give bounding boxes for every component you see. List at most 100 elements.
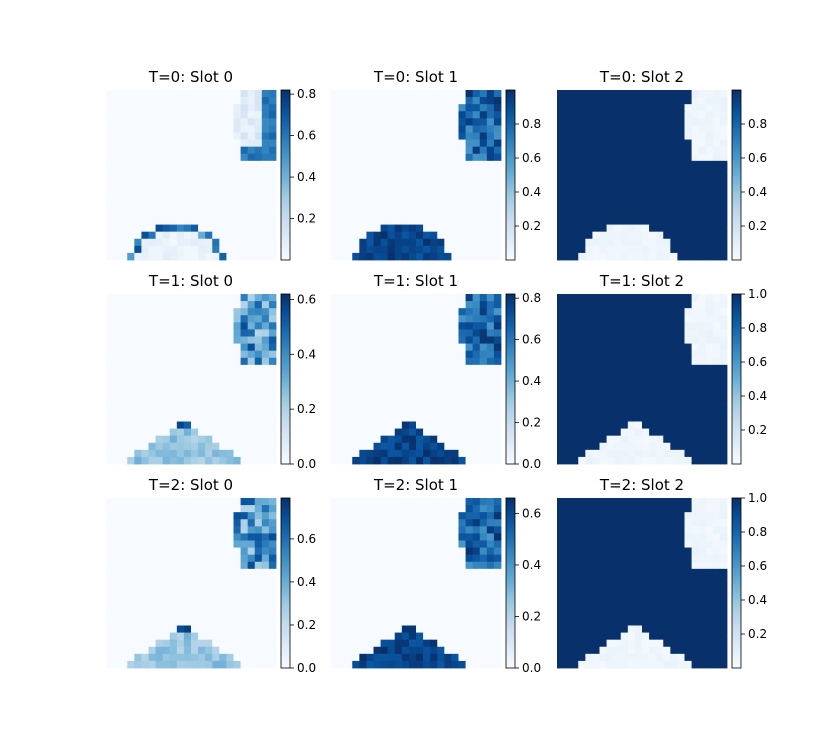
heatmap-cell — [444, 111, 452, 119]
colorbar-tick-label: 0.8 — [297, 87, 316, 101]
heatmap-cell — [338, 217, 346, 225]
heatmap-cell — [359, 393, 367, 401]
heatmap-cell — [649, 182, 657, 190]
heatmap-cell — [331, 575, 339, 584]
heatmap-cell — [176, 146, 185, 155]
heatmap-cell — [465, 245, 474, 254]
heatmap-cell — [408, 442, 417, 451]
heatmap-cell — [719, 322, 728, 330]
heatmap-cell — [472, 653, 481, 662]
heatmap-cell — [373, 414, 381, 422]
heatmap-cell — [219, 604, 227, 612]
heatmap-cell — [486, 393, 495, 401]
heatmap-cell — [373, 104, 381, 112]
heatmap-cell — [437, 125, 445, 133]
heatmap-cell — [656, 512, 664, 520]
heatmap-cell — [437, 90, 445, 98]
heatmap-cell — [458, 611, 466, 619]
heatmap-cell — [585, 301, 593, 309]
heatmap-cell — [134, 400, 142, 408]
colorbar — [280, 89, 291, 261]
heatmap-cell — [472, 139, 481, 148]
heatmap-cell — [599, 125, 607, 133]
heatmap-cell — [444, 547, 452, 556]
heatmap-cell — [240, 329, 249, 337]
heatmap-cell — [684, 371, 692, 380]
heatmap-cell — [416, 315, 424, 323]
heatmap-cell — [106, 329, 114, 337]
heatmap-cell — [191, 597, 199, 605]
heatmap-cell — [261, 618, 270, 626]
heatmap-cell — [219, 301, 227, 309]
heatmap-cell — [408, 189, 417, 197]
heatmap-cell — [719, 400, 728, 408]
heatmap-cell — [191, 210, 199, 218]
heatmap-cell — [712, 519, 721, 527]
heatmap-cell — [472, 308, 481, 316]
heatmap-cell — [198, 160, 206, 169]
heatmap-cell — [712, 421, 721, 429]
heatmap-cell — [571, 90, 579, 98]
heatmap-cell — [127, 519, 135, 527]
heatmap-cell — [465, 118, 474, 126]
heatmap-cell — [578, 435, 586, 444]
heatmap-cell — [479, 393, 488, 401]
heatmap-cell — [486, 160, 495, 169]
heatmap-cell — [663, 245, 671, 254]
heatmap-cell — [247, 224, 256, 233]
colorbar-tick-label: 0.4 — [297, 575, 316, 589]
heatmap-cell — [599, 583, 607, 591]
heatmap-cell — [176, 175, 185, 183]
heatmap-cell — [205, 618, 213, 626]
heatmap-cell — [169, 224, 178, 233]
heatmap-cell — [331, 336, 339, 344]
heatmap-cell — [183, 146, 192, 155]
heatmap-cell — [134, 97, 142, 105]
heatmap-cell — [423, 393, 431, 401]
heatmap-cell — [663, 210, 671, 218]
heatmap-cell — [564, 575, 572, 584]
heatmap-cell — [705, 189, 714, 197]
heatmap-cell — [458, 182, 466, 190]
heatmap-cell — [183, 357, 192, 366]
heatmap-cell — [254, 625, 263, 633]
heatmap-cell — [620, 224, 629, 233]
heatmap-cell — [719, 343, 728, 352]
heatmap-cell — [620, 203, 629, 211]
heatmap-cell — [691, 386, 700, 394]
heatmap-cell — [444, 449, 452, 458]
heatmap-cell — [649, 167, 657, 176]
heatmap-cell — [401, 386, 410, 394]
heatmap-cell — [451, 210, 459, 218]
heatmap-cell — [613, 400, 622, 408]
heatmap-cell — [212, 343, 220, 352]
heatmap-cell — [373, 379, 381, 387]
heatmap-cell — [451, 568, 459, 577]
heatmap-cell — [261, 252, 270, 261]
heatmap-cell — [247, 597, 256, 605]
heatmap-cell — [472, 512, 481, 520]
heatmap-cell — [261, 90, 270, 98]
heatmap-cell — [373, 421, 381, 429]
heatmap-cell — [113, 400, 121, 408]
heatmap-cell — [486, 104, 495, 112]
heatmap-cell — [465, 561, 474, 570]
heatmap-cell — [155, 189, 164, 197]
heatmap-cell — [366, 435, 374, 444]
heatmap-cell — [437, 175, 445, 183]
heatmap-cell — [345, 407, 353, 415]
heatmap-cell — [198, 196, 206, 204]
heatmap-cell — [578, 118, 586, 126]
heatmap-cell — [634, 449, 643, 458]
heatmap-cell — [205, 498, 213, 506]
heatmap-cell — [226, 498, 234, 506]
heatmap-cell — [649, 561, 657, 570]
heatmap-cell — [127, 660, 135, 669]
heatmap-cell — [719, 210, 728, 218]
heatmap-cell — [148, 231, 156, 240]
heatmap-cell — [183, 203, 192, 211]
heatmap-cell — [564, 231, 572, 240]
heatmap-cell — [712, 371, 721, 380]
heatmap-cell — [465, 182, 474, 190]
heatmap-cell — [634, 421, 643, 429]
